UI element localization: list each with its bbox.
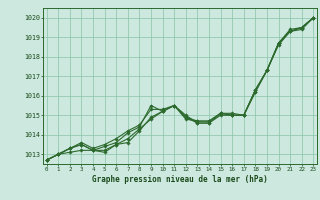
- X-axis label: Graphe pression niveau de la mer (hPa): Graphe pression niveau de la mer (hPa): [92, 175, 268, 184]
